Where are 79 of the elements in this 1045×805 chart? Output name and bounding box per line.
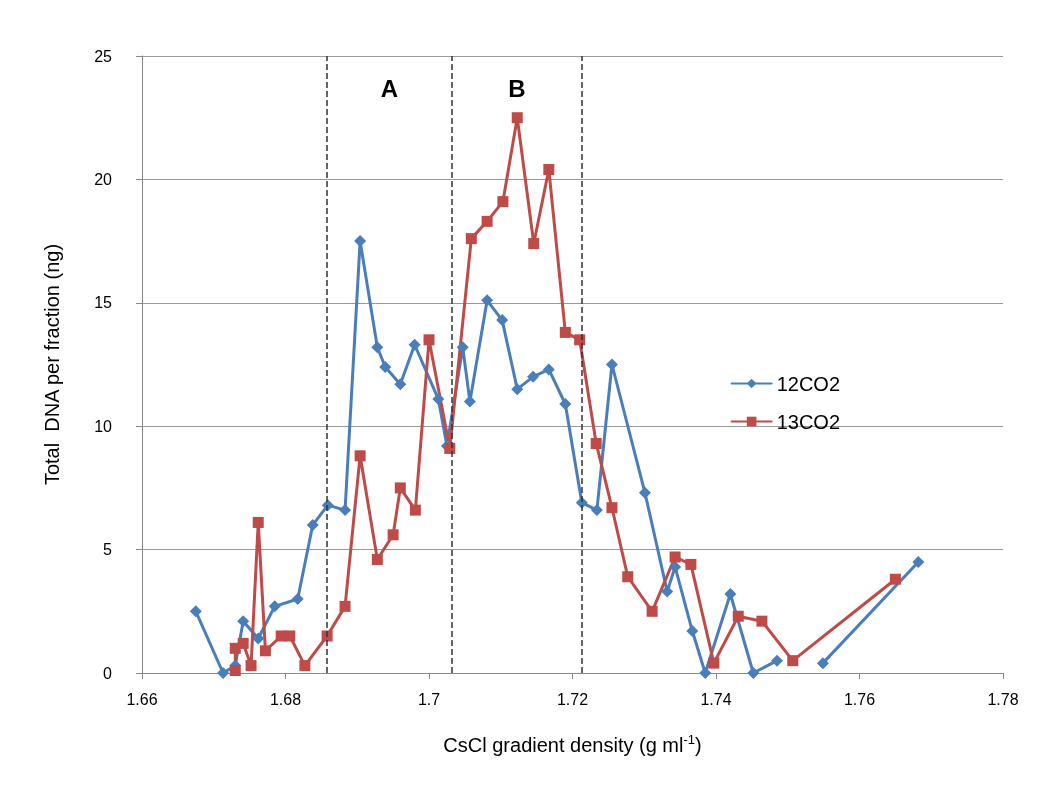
point — [268, 600, 281, 613]
y-tick-label: 25 — [94, 47, 113, 65]
point — [217, 667, 230, 679]
point — [481, 294, 494, 307]
point — [816, 657, 829, 670]
point — [542, 363, 555, 376]
y-tick-label: 10 — [94, 417, 113, 435]
point — [371, 553, 383, 565]
point — [638, 486, 651, 499]
y-tick-label: 5 — [103, 541, 113, 559]
point — [543, 164, 555, 176]
point — [511, 112, 523, 124]
point — [496, 314, 509, 327]
point — [646, 605, 658, 617]
point — [606, 502, 618, 514]
y-axis-title: Total DNA per fraction (ng) — [41, 243, 63, 486]
legend-label: 12CO2 — [776, 372, 841, 395]
point — [237, 637, 249, 649]
y-tick-label: 15 — [94, 294, 113, 312]
x-tick-label: 1.66 — [126, 690, 158, 708]
point — [559, 397, 572, 410]
y-tick-label: 20 — [94, 170, 113, 188]
x-tick-label: 1.78 — [987, 690, 1019, 708]
point — [387, 529, 399, 541]
point — [245, 660, 257, 672]
point — [669, 551, 681, 563]
point — [394, 482, 406, 494]
point — [511, 383, 524, 396]
point — [379, 360, 392, 373]
point — [394, 378, 407, 391]
point — [528, 238, 540, 250]
point — [497, 196, 509, 208]
point — [590, 437, 602, 449]
point — [408, 338, 421, 351]
point — [732, 610, 744, 622]
point — [756, 615, 768, 627]
annotation: A — [380, 74, 399, 102]
point — [252, 516, 264, 528]
point — [306, 518, 319, 531]
point — [787, 655, 799, 667]
x-tick-label: 1.7 — [417, 690, 441, 708]
point — [708, 657, 720, 669]
point — [724, 588, 737, 601]
annotation: B — [508, 74, 526, 102]
point — [622, 571, 634, 583]
point — [252, 632, 265, 645]
point — [527, 370, 540, 383]
point — [409, 504, 421, 516]
point — [291, 592, 304, 605]
point — [354, 450, 366, 462]
point — [559, 326, 571, 338]
x-tick-label: 1.72 — [556, 690, 589, 708]
point — [284, 630, 296, 642]
point — [299, 660, 311, 672]
point — [189, 605, 202, 618]
point — [237, 615, 250, 628]
x-tick-label: 1.76 — [843, 690, 876, 708]
point — [770, 654, 783, 667]
point — [339, 600, 351, 612]
point — [912, 555, 925, 568]
point — [371, 341, 384, 354]
x-tick-label: 1.68 — [269, 690, 302, 708]
x-tick-label: 1.74 — [700, 690, 732, 708]
point — [432, 393, 445, 406]
point — [747, 667, 760, 679]
point — [699, 667, 712, 679]
point — [339, 504, 352, 517]
point — [590, 504, 603, 517]
point — [481, 215, 493, 227]
y-tick-label: 0 — [103, 664, 113, 682]
point — [229, 665, 241, 677]
point — [889, 573, 901, 585]
point — [423, 334, 435, 346]
point — [685, 558, 697, 570]
point — [465, 233, 477, 245]
point — [661, 585, 674, 598]
point — [259, 645, 271, 657]
point — [686, 625, 699, 638]
legend-label: 13CO2 — [776, 410, 841, 433]
